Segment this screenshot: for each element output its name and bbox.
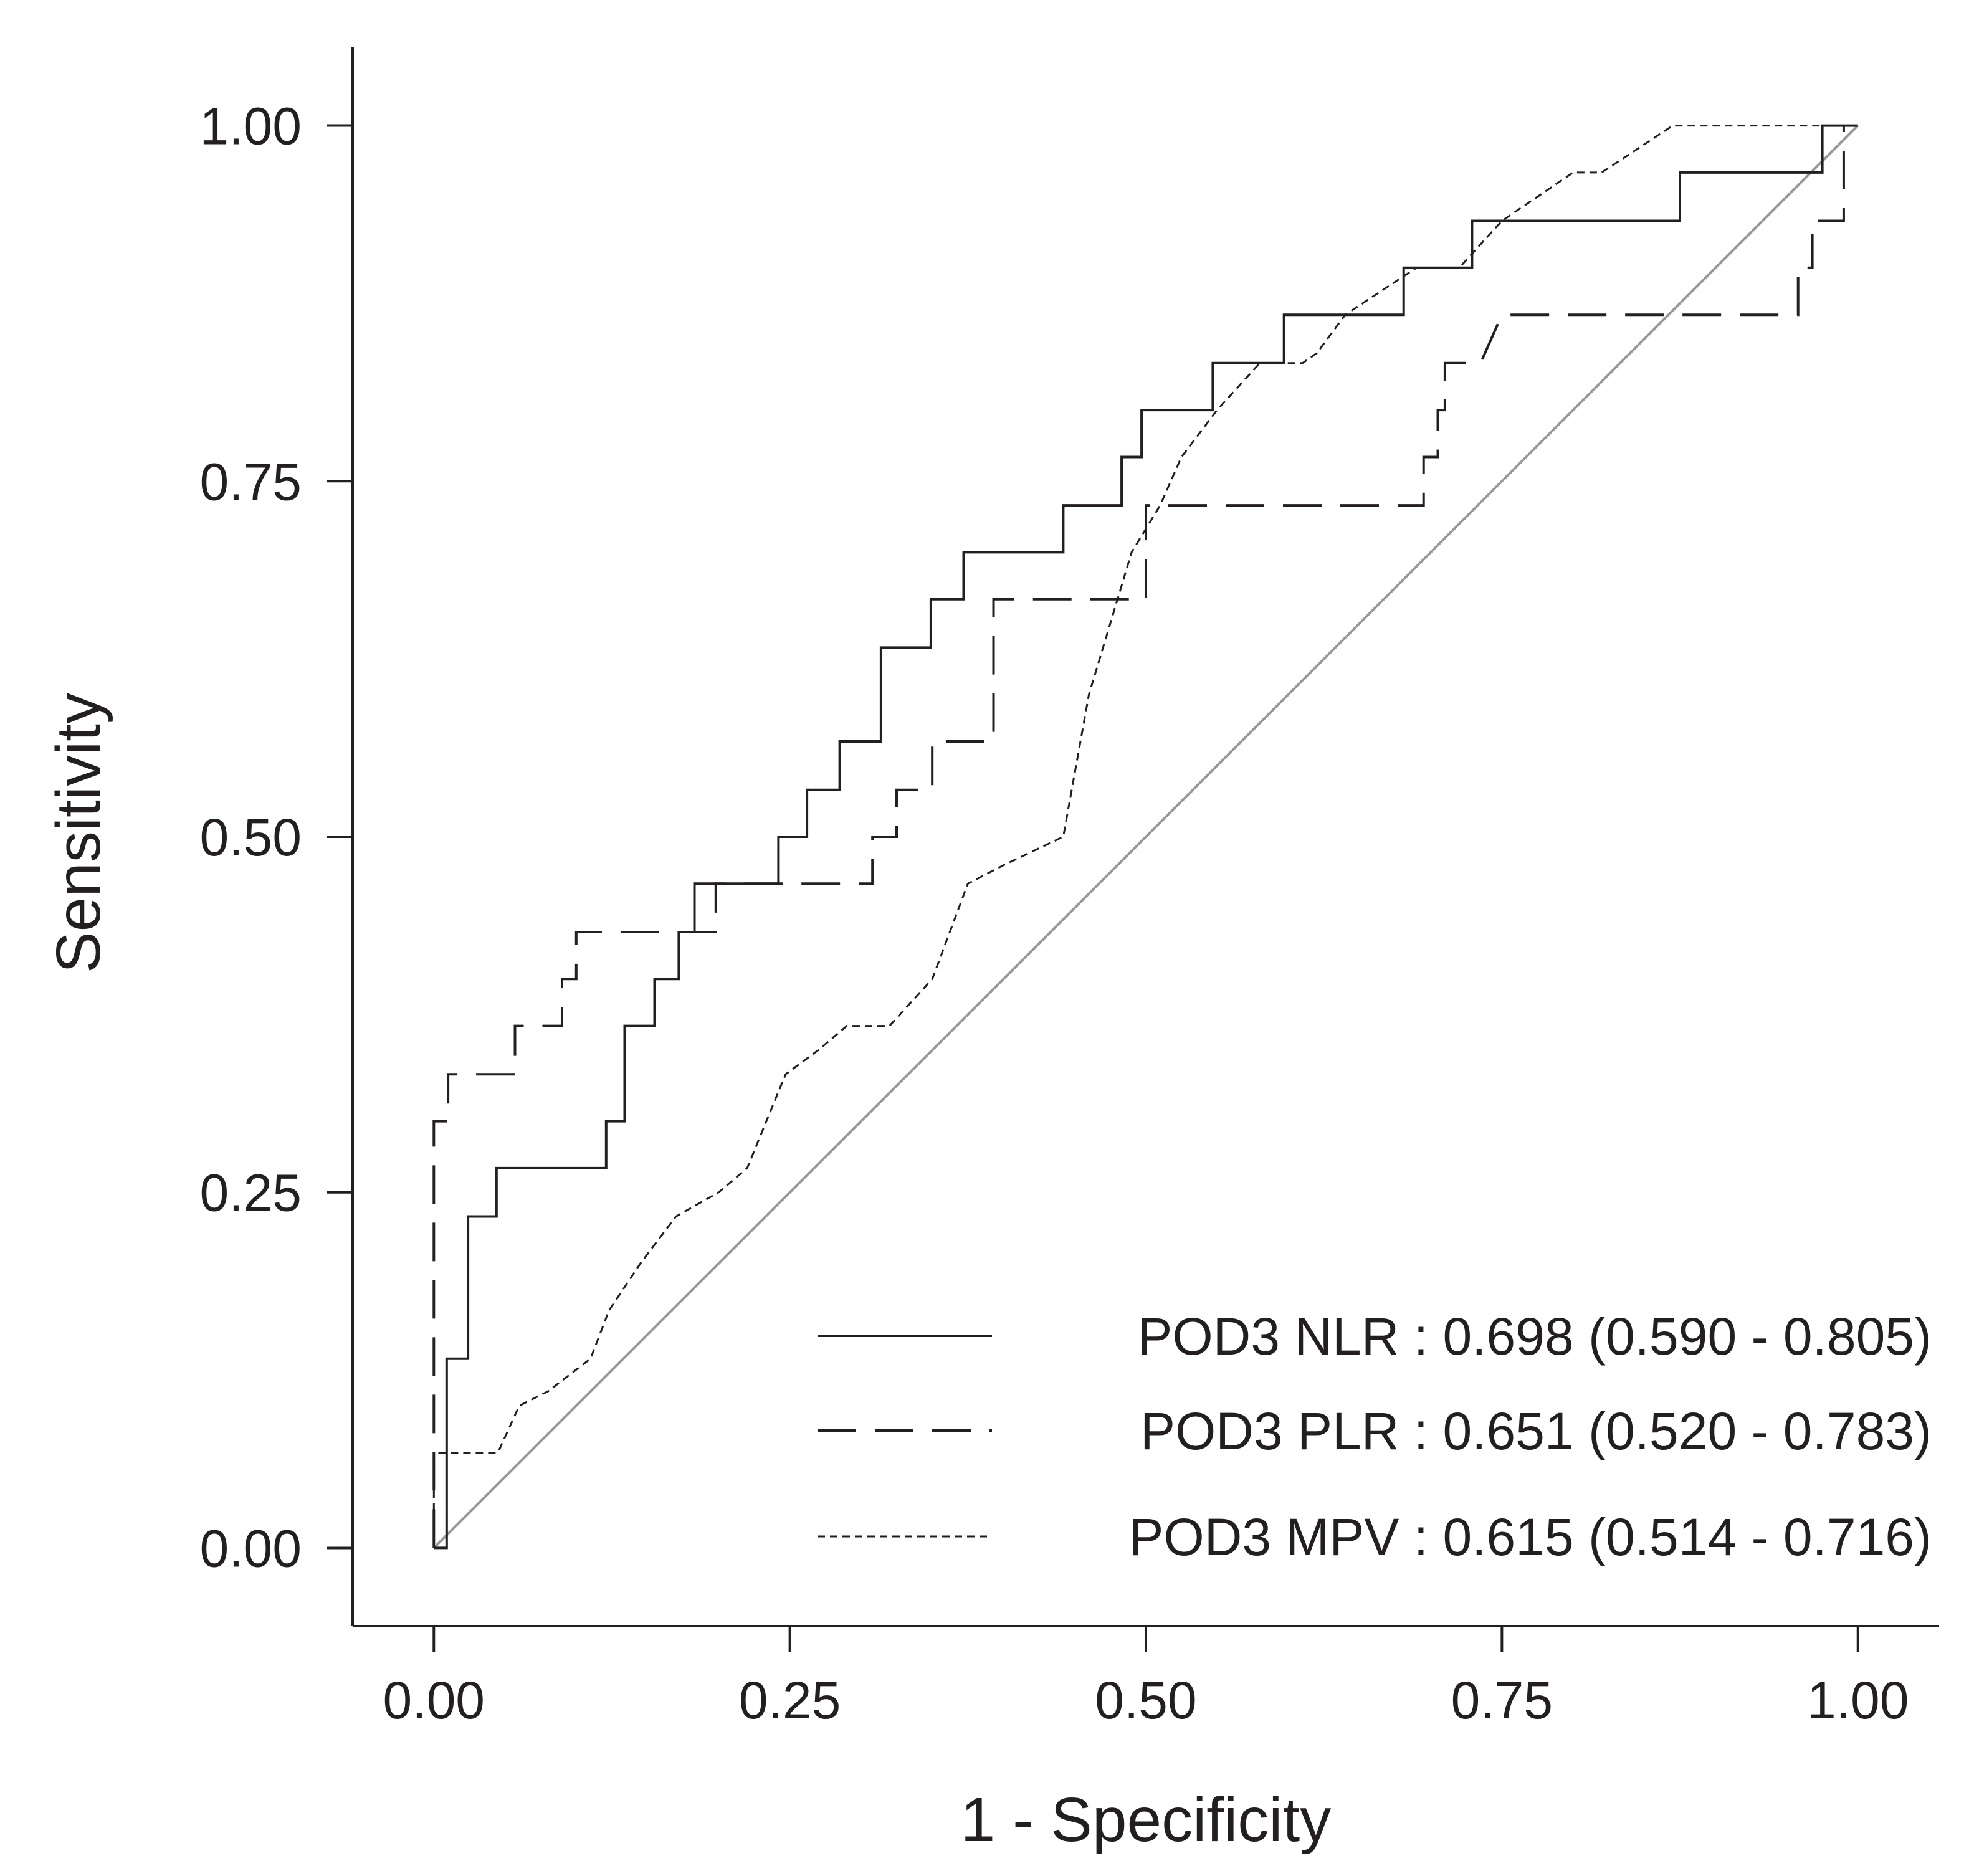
x-tick-label: 0.00 bbox=[383, 1671, 485, 1730]
roc-curves bbox=[432, 124, 1858, 1550]
x-tick-label: 0.25 bbox=[739, 1671, 841, 1730]
y-tick-label: 0.50 bbox=[200, 808, 302, 867]
legend-label: POD3 NLR : 0.698 (0.590 - 0.805) bbox=[1137, 1307, 1932, 1366]
legend-label: POD3 MPV : 0.615 (0.514 - 0.716) bbox=[1128, 1508, 1932, 1566]
ticks: 0.00 0.25 0.50 0.75 1.00 0.00 0.25 0.50 0.75 1.00 bbox=[200, 97, 1909, 1730]
x-axis-title: 1 - Specificity bbox=[961, 1785, 1332, 1855]
roc-curve-pod3-mpv bbox=[432, 125, 1858, 1548]
y-tick-label: 0.75 bbox=[200, 452, 302, 511]
x-tick-label: 1.00 bbox=[1807, 1671, 1909, 1730]
legend: POD3 NLR : 0.698 (0.590 - 0.805) POD3 PLR… bbox=[818, 1307, 1932, 1566]
y-tick-label: 1.00 bbox=[200, 97, 302, 156]
reference-diagonal-line bbox=[432, 125, 1859, 1549]
legend-label: POD3 PLR : 0.651 (0.520 - 0.783) bbox=[1140, 1402, 1932, 1460]
y-tick-label: 0.25 bbox=[200, 1164, 302, 1222]
x-tick-label: 0.75 bbox=[1451, 1671, 1553, 1730]
roc-curve-pod3-nlr bbox=[434, 124, 1858, 1550]
x-tick-label: 0.50 bbox=[1095, 1671, 1197, 1730]
y-tick-label: 0.00 bbox=[200, 1519, 302, 1578]
roc-curve-pod3-plr bbox=[432, 125, 1845, 1548]
y-axis-title: Sensitivity bbox=[44, 693, 113, 973]
